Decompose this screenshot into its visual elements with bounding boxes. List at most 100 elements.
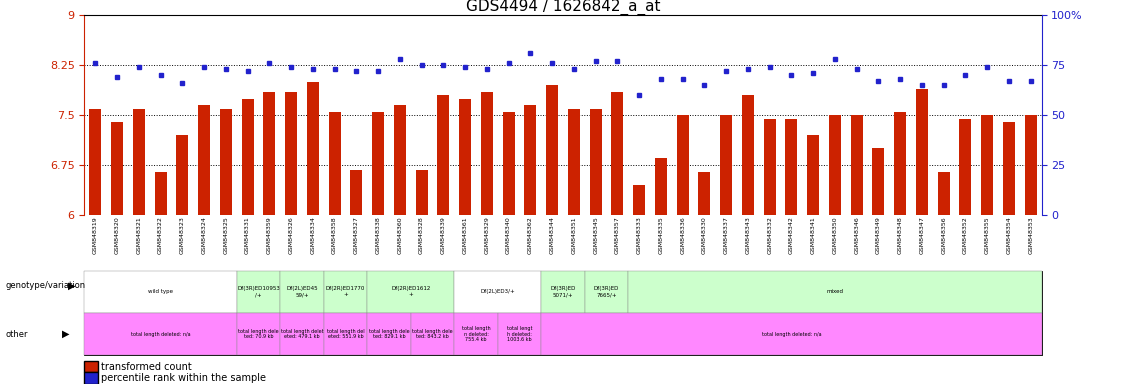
Text: GSM848339: GSM848339: [441, 216, 446, 254]
Bar: [829, 115, 841, 215]
Bar: [350, 170, 363, 215]
Bar: [154, 172, 167, 215]
Bar: [329, 112, 340, 215]
Text: GSM848335: GSM848335: [659, 216, 663, 254]
Text: GSM848342: GSM848342: [789, 216, 794, 254]
Bar: [372, 112, 384, 215]
Bar: [280, 313, 324, 355]
Bar: [454, 271, 542, 313]
Text: total lengt
h deleted:
1003.6 kb: total lengt h deleted: 1003.6 kb: [507, 326, 533, 343]
Bar: [236, 271, 280, 313]
Text: GSM848358: GSM848358: [332, 216, 337, 254]
Text: wild type: wild type: [149, 289, 173, 295]
Text: mixed: mixed: [826, 289, 843, 295]
Bar: [698, 172, 711, 215]
Bar: [786, 119, 797, 215]
Text: Df(2L)ED3/+: Df(2L)ED3/+: [481, 289, 515, 295]
Bar: [807, 135, 819, 215]
Text: ▶: ▶: [62, 329, 70, 339]
Text: total length dele
ted: 829.1 kb: total length dele ted: 829.1 kb: [368, 329, 409, 339]
Bar: [242, 99, 253, 215]
Bar: [873, 149, 884, 215]
Text: GSM848328: GSM848328: [419, 216, 425, 254]
Bar: [324, 313, 367, 355]
Bar: [525, 105, 536, 215]
Text: GSM848360: GSM848360: [397, 216, 402, 254]
Bar: [198, 105, 211, 215]
Title: GDS4494 / 1626842_a_at: GDS4494 / 1626842_a_at: [466, 0, 660, 15]
Text: GSM848325: GSM848325: [223, 216, 229, 254]
Bar: [1003, 122, 1015, 215]
Bar: [84, 313, 236, 355]
Text: GSM848343: GSM848343: [745, 216, 750, 254]
Bar: [263, 92, 276, 215]
Text: GSM848322: GSM848322: [158, 216, 163, 254]
Text: GSM848319: GSM848319: [92, 216, 98, 254]
Text: GSM848340: GSM848340: [506, 216, 511, 254]
Text: GSM848326: GSM848326: [288, 216, 294, 254]
Bar: [367, 313, 411, 355]
Bar: [415, 170, 428, 215]
Bar: [367, 271, 454, 313]
Text: GSM848349: GSM848349: [876, 216, 881, 254]
Bar: [763, 119, 776, 215]
Text: GSM848334: GSM848334: [311, 216, 315, 254]
Text: GSM848345: GSM848345: [593, 216, 598, 254]
Text: GSM848353: GSM848353: [1028, 216, 1034, 254]
Bar: [721, 115, 732, 215]
Text: GSM848329: GSM848329: [484, 216, 490, 254]
Bar: [84, 271, 236, 313]
Bar: [280, 271, 324, 313]
Bar: [584, 271, 628, 313]
Bar: [959, 119, 972, 215]
Bar: [850, 115, 863, 215]
Text: GSM848346: GSM848346: [855, 216, 859, 254]
Text: GSM848356: GSM848356: [941, 216, 946, 254]
Text: GSM848347: GSM848347: [920, 216, 924, 254]
Text: total length
n deleted:
755.4 kb: total length n deleted: 755.4 kb: [462, 326, 490, 343]
Bar: [411, 313, 454, 355]
Text: GSM848344: GSM848344: [549, 216, 555, 254]
Text: GSM848352: GSM848352: [963, 216, 968, 254]
Bar: [307, 82, 319, 215]
Text: GSM848351: GSM848351: [571, 216, 577, 254]
Text: GSM848361: GSM848361: [463, 216, 467, 254]
Bar: [546, 85, 558, 215]
Text: GSM848337: GSM848337: [724, 216, 729, 254]
Text: GSM848359: GSM848359: [267, 216, 271, 254]
Text: GSM848327: GSM848327: [354, 216, 359, 254]
Text: GSM848355: GSM848355: [984, 216, 990, 254]
Text: GSM848333: GSM848333: [636, 216, 642, 254]
Bar: [894, 112, 906, 215]
Bar: [285, 92, 297, 215]
Text: total length dele
ted: 70.9 kb: total length dele ted: 70.9 kb: [239, 329, 279, 339]
Bar: [1025, 115, 1037, 215]
Text: Df(3R)ED
7665/+: Df(3R)ED 7665/+: [593, 286, 619, 297]
Bar: [655, 159, 667, 215]
Bar: [394, 105, 405, 215]
Bar: [236, 313, 280, 355]
Text: GSM848320: GSM848320: [115, 216, 119, 254]
Bar: [542, 313, 1042, 355]
Text: GSM848348: GSM848348: [897, 216, 903, 254]
Text: percentile rank within the sample: percentile rank within the sample: [101, 373, 267, 383]
Text: total length delet
eted: 479.1 kb: total length delet eted: 479.1 kb: [280, 329, 323, 339]
Text: GSM848323: GSM848323: [180, 216, 185, 254]
Text: Df(2L)ED45
59/+: Df(2L)ED45 59/+: [286, 286, 318, 297]
Text: GSM848362: GSM848362: [528, 216, 533, 254]
Bar: [981, 115, 993, 215]
Bar: [633, 185, 645, 215]
Text: total length deleted: n/a: total length deleted: n/a: [761, 331, 821, 337]
Bar: [542, 271, 584, 313]
Bar: [324, 271, 367, 313]
Text: GSM848330: GSM848330: [701, 216, 707, 254]
Bar: [628, 271, 1042, 313]
Text: GSM848336: GSM848336: [680, 216, 685, 254]
Bar: [133, 109, 145, 215]
Text: total length del
eted: 551.9 kb: total length del eted: 551.9 kb: [327, 329, 365, 339]
Bar: [177, 135, 188, 215]
Text: ▶: ▶: [68, 280, 75, 291]
Text: GSM848357: GSM848357: [615, 216, 620, 254]
Bar: [437, 95, 449, 215]
Text: GSM848338: GSM848338: [376, 216, 381, 254]
